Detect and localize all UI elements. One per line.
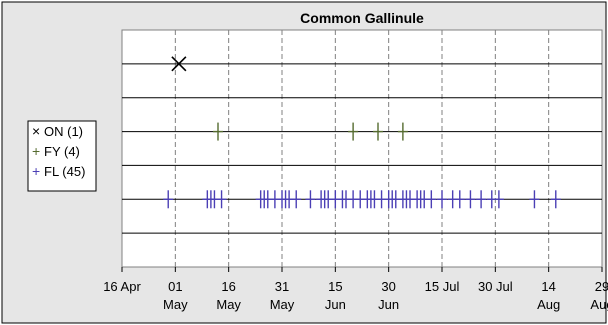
legend-symbol: + — [32, 143, 40, 159]
mark-fy — [373, 122, 383, 141]
legend-label: FY (4) — [44, 144, 80, 159]
x-tick-label-month: May — [270, 297, 295, 312]
legend-label: ON (1) — [44, 124, 83, 139]
x-tick-label-month: Jun — [325, 297, 346, 312]
x-tick-label: 14 — [541, 279, 555, 294]
x-tick-label: 15 Jul — [425, 279, 460, 294]
marks — [163, 56, 561, 209]
x-tick-label: 31 — [275, 279, 289, 294]
x-tick-label: 16 Apr — [103, 279, 141, 294]
x-tick-label-month: Aug — [537, 297, 560, 312]
mark-fl — [437, 190, 447, 209]
x-tick-label: 15 — [328, 279, 342, 294]
mark-on — [171, 56, 187, 72]
legend: × ON (1) + FY (4) + FL (45) — [32, 123, 85, 179]
x-tick-label-month: May — [216, 297, 241, 312]
x-tick-label: 30 Jul — [478, 279, 513, 294]
mark-fl — [550, 190, 561, 209]
mark-fl — [415, 190, 426, 209]
mark-fl — [205, 190, 216, 209]
x-tick-label-month: Aug — [590, 297, 608, 312]
legend-symbol: + — [32, 163, 40, 179]
mark-fy — [397, 122, 408, 141]
mark-fl — [401, 190, 412, 209]
mark-fl — [493, 190, 504, 209]
x-tick-label-month: May — [163, 297, 188, 312]
mark-fl — [291, 190, 302, 209]
mark-fl — [305, 190, 316, 209]
mark-fl — [259, 190, 270, 209]
x-tick-label: 16 — [221, 279, 235, 294]
mark-fl — [280, 190, 291, 209]
legend-box — [27, 120, 97, 192]
mark-fl — [454, 190, 465, 209]
mark-fl — [476, 190, 487, 209]
mark-fl — [341, 190, 351, 209]
chart-title: Common Gallinule — [300, 10, 424, 26]
mark-fl — [163, 190, 174, 209]
mark-fl — [216, 190, 227, 209]
mark-fl — [319, 190, 330, 209]
mark-fy — [348, 122, 359, 141]
x-tick-label: 29 — [595, 279, 608, 294]
legend-label: FL (45) — [44, 164, 85, 179]
mark-fy — [213, 122, 223, 141]
mark-fl — [426, 190, 437, 209]
x-tick-label: 30 — [381, 279, 395, 294]
mark-fl — [465, 190, 476, 209]
mark-fl — [365, 190, 376, 209]
mark-fl — [387, 190, 398, 209]
plot-area — [121, 29, 603, 268]
x-tick-label-month: Jun — [378, 297, 399, 312]
legend-symbol: × — [32, 123, 40, 139]
x-tick-label: 01 — [168, 279, 182, 294]
x-axis: 16 Apr 01 May 16 May 31 May 15 Jun 30 Jun 15 Jul 30 … — [103, 267, 608, 312]
mark-fl — [529, 190, 540, 209]
